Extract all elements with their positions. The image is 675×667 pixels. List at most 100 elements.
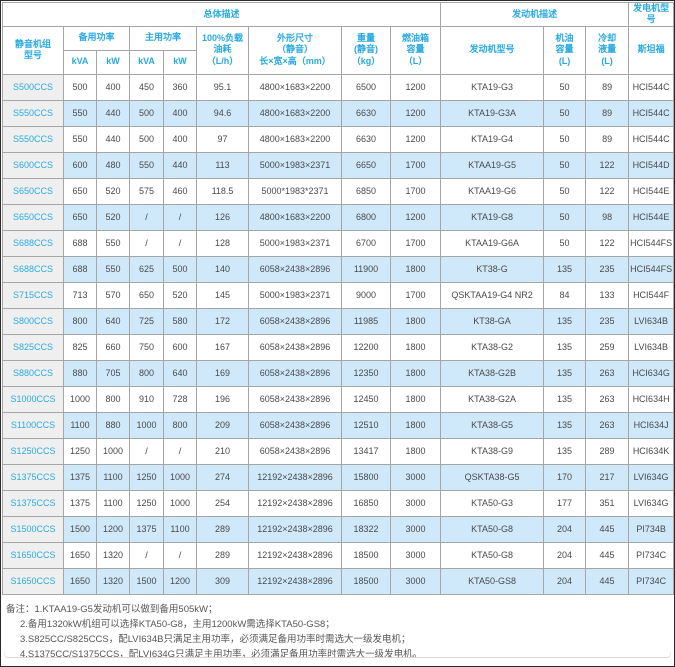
data-cell-standby_kw: 705 xyxy=(96,359,130,387)
model-link[interactable]: S825CCS xyxy=(2,333,64,361)
data-cell-dimensions_mm: 4800×1683×2200 xyxy=(248,73,342,101)
table-row: S1000CCS 1000 800 910 728 196 6058×2438×2896 12… xyxy=(2,385,674,413)
data-cell-oil_l: 135 xyxy=(543,307,587,335)
model-link[interactable]: S600CCS xyxy=(2,151,64,179)
data-cell-coolant_l: 263 xyxy=(585,385,630,413)
model-link[interactable]: S1650CCS xyxy=(2,541,64,569)
header-standby-power: 备用功率 xyxy=(63,25,130,51)
header-oil-capacity: 机油 容量 (L) xyxy=(543,25,587,75)
data-cell-fuel_lph: 172 xyxy=(196,307,249,335)
data-cell-coolant_l: 133 xyxy=(585,281,630,309)
data-cell-standby_kw: 1320 xyxy=(96,567,130,595)
model-link[interactable]: S1650CCS xyxy=(2,567,64,595)
header-stamford: 斯坦福 xyxy=(628,25,674,75)
data-cell-generator_model: HCI544FS xyxy=(628,255,674,283)
data-cell-weight_kg: 6630 xyxy=(341,125,391,153)
data-cell-tank_l: 1800 xyxy=(389,411,442,439)
data-cell-prime_kw: / xyxy=(163,203,197,231)
data-cell-dimensions_mm: 6058×2438×2896 xyxy=(248,359,342,387)
data-cell-standby_kw: 440 xyxy=(96,125,130,153)
data-cell-engine_model: KTA50-G3 xyxy=(440,489,545,517)
data-cell-generator_model: LVI634G xyxy=(628,463,674,491)
data-cell-standby_kw: 880 xyxy=(96,411,130,439)
data-cell-generator_model: HCI634K xyxy=(628,437,674,465)
data-cell-tank_l: 1200 xyxy=(389,73,442,101)
data-cell-prime_kva: 750 xyxy=(129,333,164,361)
data-cell-fuel_lph: 140 xyxy=(196,255,249,283)
data-cell-weight_kg: 6700 xyxy=(341,229,391,257)
model-link[interactable]: S550CCS xyxy=(2,99,64,127)
data-cell-fuel_lph: 289 xyxy=(196,515,249,543)
data-cell-prime_kw: / xyxy=(163,541,197,569)
data-cell-coolant_l: 122 xyxy=(585,151,630,179)
table-row: S1100CCS 1100 880 1000 800 209 6058×2438×2896 1… xyxy=(2,411,674,439)
data-cell-generator_model: HCI544D xyxy=(628,151,674,179)
data-cell-coolant_l: 263 xyxy=(585,411,630,439)
model-link[interactable]: S650CCS xyxy=(2,177,64,205)
data-cell-fuel_lph: 274 xyxy=(196,463,249,491)
table-row: S1250CCS 1250 1000//210 6058×2438×2896 13417… xyxy=(2,437,674,465)
data-cell-fuel_lph: 167 xyxy=(196,333,249,361)
data-cell-standby_kva: 1650 xyxy=(63,567,97,595)
data-cell-dimensions_mm: 4800×1683×2200 xyxy=(248,203,342,231)
model-link[interactable]: S1500CCS xyxy=(2,515,64,543)
data-cell-coolant_l: 217 xyxy=(585,463,630,491)
data-cell-prime_kva: 450 xyxy=(129,73,164,101)
header-fuel-tank: 燃油箱 容量 （L） xyxy=(389,25,442,75)
data-cell-engine_model: KTA19-G3 xyxy=(440,73,545,101)
header-prime-kw: kW xyxy=(163,49,197,75)
data-cell-tank_l: 1700 xyxy=(389,229,442,257)
data-cell-standby_kw: 520 xyxy=(96,203,130,231)
data-cell-prime_kva: 800 xyxy=(129,359,164,387)
data-cell-fuel_lph: 145 xyxy=(196,281,249,309)
data-cell-fuel_lph: 209 xyxy=(196,411,249,439)
data-cell-generator_model: HCI544C xyxy=(628,73,674,101)
data-cell-prime_kva: 1500 xyxy=(129,567,164,595)
table-row: S600CCS 600 480 550 440 113 5000×1983×2371 6650… xyxy=(2,151,674,179)
data-cell-dimensions_mm: 5000×1983×2371 xyxy=(248,151,342,179)
model-link[interactable]: S1250CCS xyxy=(2,437,64,465)
model-link[interactable]: S688CCS xyxy=(2,229,64,257)
data-cell-tank_l: 3000 xyxy=(389,541,442,569)
data-cell-oil_l: 50 xyxy=(543,99,587,127)
model-link[interactable]: S500CCS xyxy=(2,73,64,101)
table-row: S688CCS 688 550 625 500 140 6058×2438×2896 1190… xyxy=(2,255,674,283)
note-line-3: 3.S825CC/S825CCS，配LVI634B只满足主用功率，必须满足备用功… xyxy=(20,633,411,645)
data-cell-tank_l: 1800 xyxy=(389,255,442,283)
model-link[interactable]: S1375CCS xyxy=(2,489,64,517)
model-link[interactable]: S1375CCS xyxy=(2,463,64,491)
data-cell-standby_kw: 480 xyxy=(96,151,130,179)
model-link[interactable]: S1000CCS xyxy=(2,385,64,413)
data-cell-prime_kva: 1250 xyxy=(129,489,164,517)
data-cell-generator_model: HCI544FS xyxy=(628,229,674,257)
model-link[interactable]: S715CCS xyxy=(2,281,64,309)
data-cell-coolant_l: 289 xyxy=(585,437,630,465)
data-cell-fuel_lph: 128 xyxy=(196,229,249,257)
data-cell-dimensions_mm: 12192×2438×2896 xyxy=(248,463,342,491)
header-prime-kva: kVA xyxy=(129,49,164,75)
model-link[interactable]: S688CCS xyxy=(2,255,64,283)
model-link[interactable]: S650CCS xyxy=(2,203,64,231)
data-cell-prime_kva: / xyxy=(129,541,164,569)
note-line-1: 备注：1.KTAA19-G5发动机可以做到备用505kW； xyxy=(6,603,218,615)
data-cell-engine_model: KTA38-G2A xyxy=(440,385,545,413)
model-link[interactable]: S800CCS xyxy=(2,307,64,335)
data-cell-standby_kva: 688 xyxy=(63,255,97,283)
data-cell-prime_kva: 550 xyxy=(129,151,164,179)
data-cell-standby_kva: 713 xyxy=(63,281,97,309)
model-link[interactable]: S880CCS xyxy=(2,359,64,387)
data-cell-prime_kva: / xyxy=(129,437,164,465)
table-row: S715CCS 713 570 650 520 145 5000×1983×2371 9000… xyxy=(2,281,674,309)
data-cell-tank_l: 3000 xyxy=(389,567,442,595)
data-cell-prime_kw: 460 xyxy=(163,177,197,205)
data-cell-fuel_lph: 210 xyxy=(196,437,249,465)
data-cell-engine_model: QSKTA38-G5 xyxy=(440,463,545,491)
data-cell-tank_l: 3000 xyxy=(389,463,442,491)
data-cell-prime_kva: 575 xyxy=(129,177,164,205)
data-cell-oil_l: 170 xyxy=(543,463,587,491)
model-link[interactable]: S1100CCS xyxy=(2,411,64,439)
model-link[interactable]: S550CCS xyxy=(2,125,64,153)
data-cell-prime_kva: 1375 xyxy=(129,515,164,543)
data-cell-tank_l: 1800 xyxy=(389,437,442,465)
data-cell-standby_kva: 880 xyxy=(63,359,97,387)
